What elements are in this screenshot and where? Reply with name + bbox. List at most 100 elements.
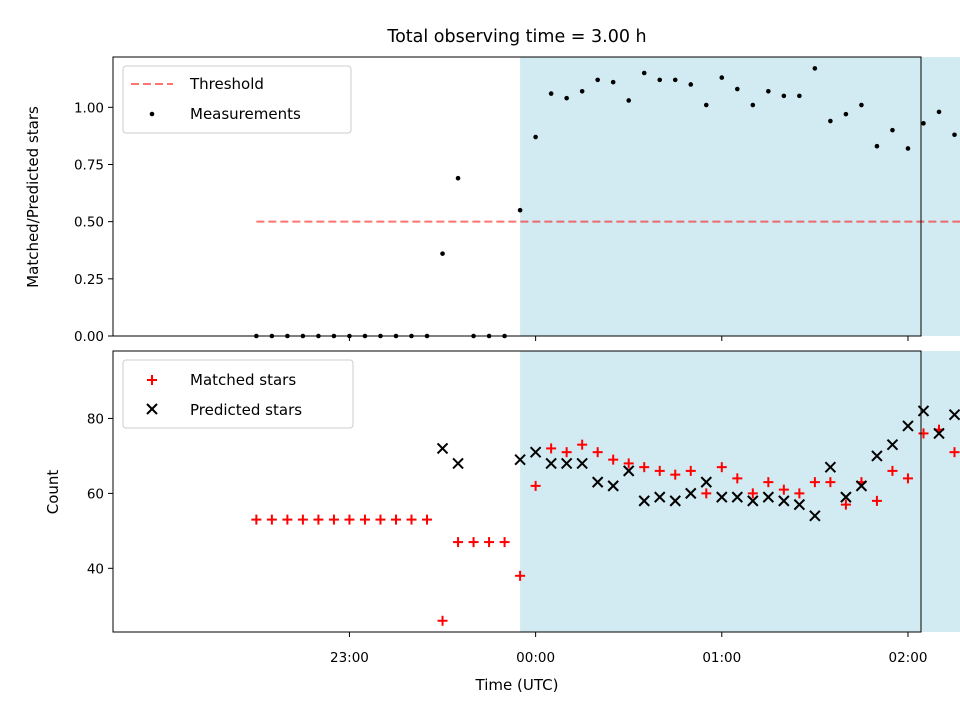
matched-star-point (251, 514, 262, 525)
bottom-axes-frame (112, 350, 922, 633)
predicted-star-point (607, 480, 619, 492)
x-tick-label: 23:00 (330, 650, 369, 666)
matched-star-point (499, 537, 510, 548)
predicted-star-point-b (560, 457, 573, 470)
matched-star-point (561, 447, 572, 458)
predicted-star-point-b (778, 495, 790, 507)
top-y-tick-label: 0.25 (74, 272, 104, 288)
top-y-ticks: 0.00 0.25 0.50 0.75 1.00 (74, 100, 113, 345)
matched-star-point (375, 514, 386, 525)
bottom-legend-box (122, 359, 354, 429)
matched-star-point (670, 469, 681, 480)
matched-star-point (437, 615, 448, 626)
measurement-point (688, 82, 694, 87)
predicted-star-point (685, 487, 697, 500)
matched-star-point (530, 480, 541, 491)
top-marks (254, 66, 960, 339)
bottom-y-tick-label: 40 (87, 561, 104, 577)
matched-star-point (390, 514, 401, 525)
predicted-star-point-b (716, 491, 728, 503)
matched-star-point (344, 514, 355, 525)
measurement-point (735, 86, 740, 92)
measurement-point (921, 121, 926, 126)
predicted-star-point-b (685, 487, 697, 500)
measurement-point (905, 146, 911, 151)
matched-star-point (887, 465, 898, 476)
predicted-star-point (591, 476, 604, 488)
measurement-point (859, 102, 864, 108)
predicted-star-point (762, 491, 775, 503)
measurement-point (440, 251, 445, 256)
matched-star-point (825, 477, 836, 488)
legend-threshold-label: Threshold (189, 75, 264, 93)
matched-star-point (732, 473, 743, 484)
predicted-star-point (716, 491, 728, 503)
bottom-marks (251, 405, 960, 626)
predicted-star-point-b (607, 480, 619, 492)
matched-star-point (639, 462, 650, 473)
matched-star-point (918, 428, 929, 439)
matched-star-point (763, 477, 774, 488)
legend-measurements-swatch (149, 111, 155, 117)
measurement-point (641, 70, 647, 76)
predicted-star-point-b (591, 476, 604, 488)
predicted-star-point (809, 510, 821, 522)
matched-star-point (623, 458, 634, 469)
predicted-star-point (871, 450, 883, 462)
top-y-tick-label: 0.00 (74, 329, 104, 345)
matched-star-point (577, 439, 588, 450)
predicted-star-point-b (917, 405, 930, 417)
top-axes-frame (112, 56, 922, 337)
predicted-star-point-b (452, 457, 464, 470)
predicted-star-point-b (622, 465, 635, 477)
matched-star-point (902, 473, 913, 484)
predicted-star-point (824, 461, 837, 473)
predicted-star-point (793, 498, 806, 511)
bottom-y-axis-label: Count (44, 470, 62, 515)
bottom-y-tick-label: 80 (87, 411, 104, 427)
predicted-star-point (514, 453, 526, 466)
measurement-point (890, 127, 895, 133)
predicted-star-point (747, 495, 759, 507)
predicted-star-point-b (809, 510, 821, 522)
measurement-point (610, 79, 616, 85)
predicted-star-point-b (436, 442, 449, 455)
bottom-legend: Matched stars Predicted stars (122, 359, 354, 429)
measurement-point (517, 207, 523, 213)
matched-star-point (871, 495, 882, 506)
matched-star-point (313, 514, 324, 525)
matched-star-point (282, 514, 293, 525)
matched-star-point (654, 465, 665, 476)
bottom-y-tick-label: 60 (87, 486, 104, 502)
predicted-star-point (529, 446, 542, 458)
predicted-star-point (669, 495, 681, 507)
measurement-point (843, 111, 849, 117)
measurement-point (657, 77, 663, 83)
top-y-axis-label: Matched/Predicted stars (24, 106, 42, 288)
measurement-point (828, 118, 833, 124)
predicted-star-point (545, 457, 557, 470)
bottom-y-ticks: 40 60 80 (87, 411, 113, 577)
x-tick-label: 01:00 (702, 650, 741, 666)
predicted-star-point (731, 491, 744, 503)
predicted-star-point (855, 480, 868, 492)
measurement-point (812, 66, 818, 71)
measurement-point (719, 75, 725, 80)
predicted-star-point (902, 420, 914, 432)
matched-star-point (359, 514, 370, 525)
top-legend-box (122, 65, 352, 134)
predicted-star-point-b (700, 476, 712, 488)
top-legend: Threshold Measurements (122, 65, 352, 134)
matched-star-point (406, 514, 417, 525)
matched-star-point (716, 462, 727, 473)
measurement-point (952, 132, 957, 138)
measurement-point (564, 95, 569, 101)
predicted-star-point (778, 495, 790, 507)
predicted-star-point (700, 476, 712, 488)
predicted-star-point-b (948, 408, 960, 421)
matched-star-point (484, 537, 495, 548)
matched-star-point (794, 488, 805, 499)
measurement-point (797, 93, 802, 99)
matched-star-point (747, 488, 758, 499)
